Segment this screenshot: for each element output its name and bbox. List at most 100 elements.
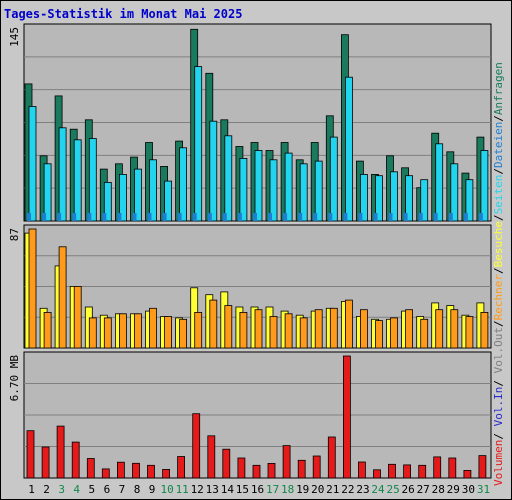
bar-seiten: [329, 136, 338, 222]
day-label: 30: [462, 483, 475, 496]
bar-seiten: [58, 127, 67, 222]
bar-volumen: [342, 355, 351, 479]
bar-volumen: [117, 461, 125, 479]
bar-seiten: [269, 159, 278, 222]
legend-dateien: Dateien: [492, 122, 505, 168]
right-legend: Volumen/ Vol.In/ Vol.Out/Rechner/Besuche…: [492, 62, 505, 486]
bar-dateien: [72, 213, 77, 221]
bar-seiten: [119, 173, 127, 222]
bar-volumen: [162, 468, 171, 479]
bar-rechner: [375, 320, 383, 349]
legend-separator: /: [492, 267, 505, 274]
bar-dateien: [313, 213, 318, 221]
bar-volumen: [26, 430, 35, 479]
bar-volumen: [478, 455, 487, 479]
bar-dateien: [328, 213, 333, 221]
day-label: 25: [386, 483, 399, 496]
y-max-label-hits: 145: [8, 27, 21, 47]
bar-volumen: [177, 456, 186, 479]
legend-anfragen: Anfragen: [492, 62, 505, 115]
bar-dateien: [117, 213, 122, 221]
day-label: 2: [43, 483, 50, 496]
bar-dateien: [268, 213, 272, 221]
day-label: 22: [341, 483, 354, 496]
bar-rechner: [28, 228, 37, 349]
day-label: 17: [266, 483, 279, 496]
bar-dateien: [162, 213, 167, 221]
bar-seiten: [390, 171, 398, 222]
bar-volumen: [433, 456, 442, 479]
bar-dateien: [418, 213, 423, 221]
bar-seiten: [465, 179, 474, 222]
bar-seiten: [344, 76, 353, 222]
legend-separator: /: [492, 168, 505, 175]
day-label: 16: [251, 483, 264, 496]
legend-rechner: Rechner: [492, 274, 505, 321]
bar-volumen: [463, 469, 472, 479]
bar-dateien: [42, 213, 47, 221]
day-label: 6: [104, 483, 111, 496]
bar-rechner: [299, 317, 308, 349]
bar-volumen: [192, 413, 201, 479]
bar-volumen: [147, 464, 155, 479]
day-label: 7: [119, 483, 126, 496]
bar-rechner: [164, 316, 173, 349]
bar-rechner: [359, 309, 368, 349]
y-max-label-volume: 6.70 MB: [8, 355, 21, 402]
bar-dateien: [177, 213, 182, 221]
bar-rechner: [405, 309, 414, 349]
bar-rechner: [450, 309, 459, 349]
bar-volumen: [418, 464, 427, 479]
bar-volumen: [267, 462, 276, 479]
legend-vol-in: Vol.: [492, 400, 505, 433]
day-label: 23: [356, 483, 369, 496]
bar-seiten: [179, 147, 188, 222]
day-label: 26: [401, 483, 414, 496]
bar-volumen: [71, 441, 80, 479]
bar-dateien: [27, 213, 31, 221]
bar-dateien: [87, 213, 92, 221]
bar-seiten: [284, 152, 293, 222]
bar-seiten: [239, 157, 248, 222]
bar-volumen: [388, 463, 396, 479]
bar-seiten: [28, 106, 37, 222]
legend-vol-out: Vol.: [492, 347, 505, 380]
bar-rechner: [43, 311, 52, 349]
bar-dateien: [373, 213, 378, 221]
bar-seiten: [405, 175, 414, 222]
bar-seiten: [420, 179, 429, 222]
chart-title: Tages-Statistik im Monat Mai 2025: [4, 7, 243, 21]
bar-volumen: [237, 457, 246, 479]
day-label: 21: [326, 483, 339, 496]
bar-volumen: [282, 445, 291, 479]
bar-rechner: [88, 317, 97, 349]
bar-rechner: [344, 299, 353, 349]
day-label: 9: [149, 483, 156, 496]
day-label: 8: [134, 483, 141, 496]
bar-seiten: [194, 66, 203, 222]
bar-dateien: [207, 213, 212, 221]
bar-rechner: [420, 318, 429, 349]
bar-seiten: [435, 143, 444, 222]
bar-seiten: [103, 181, 112, 222]
bar-seiten: [73, 139, 82, 222]
bar-dateien: [478, 213, 483, 221]
bar-volumen: [252, 464, 261, 479]
bar-dateien: [222, 213, 227, 221]
day-label: 5: [88, 483, 95, 496]
bar-seiten: [375, 175, 383, 222]
bar-rechner: [239, 311, 248, 349]
bar-dateien: [358, 213, 363, 221]
bar-dateien: [283, 213, 288, 221]
day-label: 13: [206, 483, 219, 496]
bar-rechner: [254, 309, 263, 349]
day-label: 12: [191, 483, 204, 496]
bar-dateien: [147, 213, 152, 221]
bar-rechner: [465, 316, 474, 349]
bar-volumen: [312, 455, 321, 479]
bar-dateien: [388, 213, 393, 221]
bar-volumen: [86, 458, 95, 479]
bar-volumen: [222, 448, 231, 479]
bar-volumen: [357, 461, 366, 479]
